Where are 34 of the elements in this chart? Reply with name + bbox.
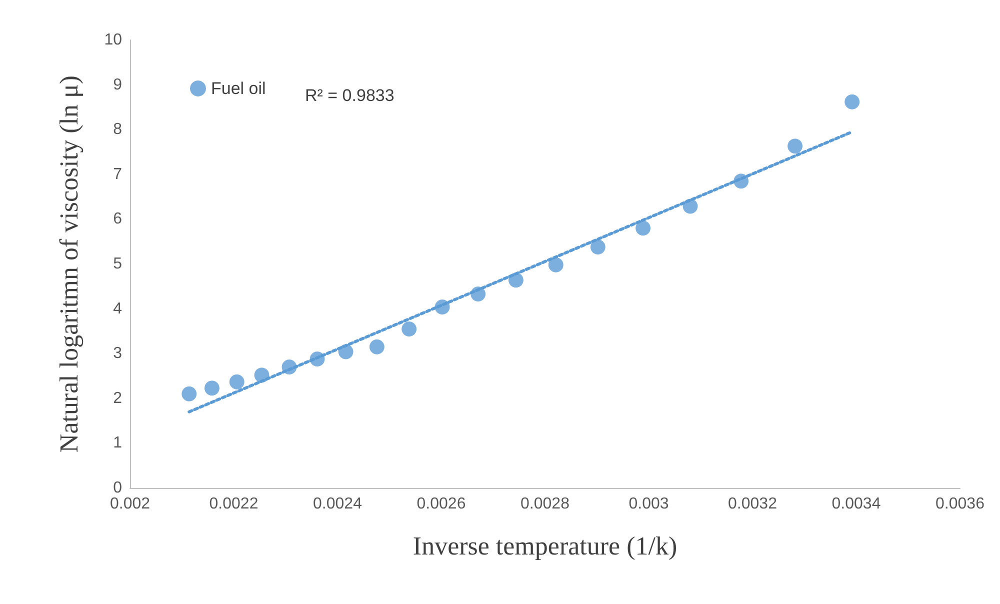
y-tick-label: 4 — [113, 300, 122, 318]
y-axis-title: Natural logaritmn of viscosity (ln μ) — [54, 75, 84, 453]
x-tick-label: 0.002 — [110, 496, 150, 512]
y-tick-label: 1 — [113, 434, 122, 452]
x-tick-label: 0.0034 — [832, 496, 881, 512]
x-tick-label: 0.0036 — [936, 496, 985, 512]
point — [182, 386, 197, 402]
point — [590, 239, 606, 254]
y-tick-label: 9 — [113, 76, 122, 94]
point — [788, 138, 803, 154]
y-tick-label: 10 — [104, 32, 122, 48]
point — [844, 94, 860, 110]
y-tick-label: 0 — [113, 480, 122, 496]
point — [229, 374, 244, 390]
point — [636, 220, 651, 236]
y-tick-label: 6 — [113, 210, 122, 228]
x-tick-label: 0.003 — [628, 496, 669, 512]
y-tick-label: 8 — [113, 121, 122, 138]
point — [548, 257, 564, 272]
x-tick-label: 0.0032 — [728, 496, 778, 512]
x-axis-title: Inverse temperature (1/k) — [412, 532, 678, 560]
point — [369, 339, 384, 354]
x-tick-label: 0.0024 — [313, 496, 362, 512]
x-tick-label: 0.0026 — [416, 496, 466, 512]
x-tick-label: 0.0028 — [520, 496, 570, 512]
y-tick-label: 3 — [113, 345, 122, 362]
legend-label: Fuel oil — [211, 79, 266, 98]
y-tick-label: 5 — [113, 256, 122, 272]
annotation: R² = 0.9833 — [305, 86, 394, 105]
point — [204, 380, 220, 396]
y-tick-label: 7 — [113, 166, 122, 183]
point — [402, 321, 417, 336]
y-tick-label: 2 — [113, 390, 122, 407]
x-tick-label: 0.0022 — [209, 496, 258, 512]
